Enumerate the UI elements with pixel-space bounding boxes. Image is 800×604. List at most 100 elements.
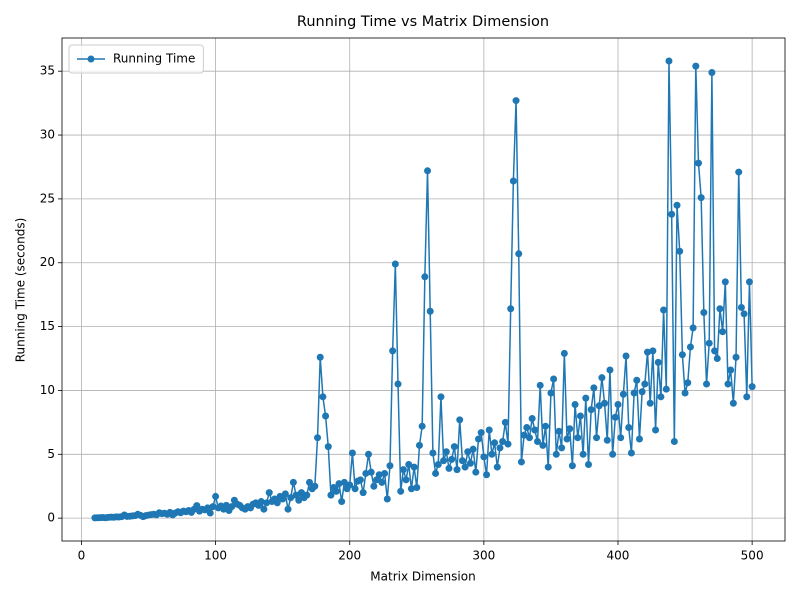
- data-point: [284, 505, 292, 513]
- data-point: [684, 379, 692, 387]
- data-point: [314, 434, 322, 442]
- y-tick-label: 5: [47, 447, 55, 461]
- data-point: [737, 303, 745, 311]
- data-point: [450, 443, 458, 451]
- data-point: [260, 505, 268, 513]
- data-point: [515, 250, 523, 258]
- data-point: [662, 385, 670, 393]
- x-axis-label: Matrix Dimension: [370, 570, 475, 584]
- data-point: [445, 464, 453, 472]
- data-point: [721, 278, 729, 286]
- data-point: [209, 503, 217, 511]
- chart-title: Running Time vs Matrix Dimension: [297, 14, 549, 30]
- data-point: [405, 461, 413, 469]
- data-point: [571, 400, 579, 408]
- data-point: [598, 374, 606, 382]
- data-point: [319, 393, 327, 401]
- data-point: [263, 499, 271, 507]
- data-point: [558, 444, 566, 452]
- legend-box: [68, 44, 204, 74]
- y-tick-label: 0: [47, 511, 55, 525]
- data-point: [686, 343, 694, 351]
- data-point: [322, 412, 330, 420]
- data-point: [649, 347, 657, 355]
- data-point: [212, 492, 220, 500]
- data-point: [418, 422, 426, 430]
- data-point: [552, 450, 560, 458]
- data-point: [542, 422, 550, 430]
- data-point: [547, 389, 555, 397]
- data-point: [708, 68, 716, 76]
- data-point: [402, 476, 410, 484]
- data-point: [383, 495, 391, 503]
- data-point: [560, 349, 568, 357]
- data-point: [713, 355, 721, 363]
- data-point: [483, 471, 491, 479]
- data-point: [434, 461, 442, 469]
- data-point: [365, 450, 373, 458]
- data-point: [362, 469, 370, 477]
- data-point: [660, 306, 668, 314]
- data-point: [499, 438, 507, 446]
- data-point: [727, 366, 735, 374]
- data-point: [732, 353, 740, 361]
- x-tick-label: 500: [741, 549, 764, 563]
- data-point: [646, 399, 654, 407]
- y-tick-label: 10: [40, 383, 55, 397]
- data-point: [424, 167, 432, 175]
- data-point: [745, 278, 753, 286]
- data-point: [429, 449, 437, 457]
- data-point: [644, 348, 652, 356]
- data-point: [426, 307, 434, 315]
- data-point: [520, 431, 528, 439]
- data-point: [316, 353, 324, 361]
- data-point: [574, 434, 582, 442]
- data-point: [381, 469, 389, 477]
- data-point: [391, 260, 399, 268]
- data-point: [735, 168, 743, 176]
- data-point: [703, 380, 711, 388]
- data-point: [504, 440, 512, 448]
- data-point: [346, 481, 354, 489]
- data-point: [509, 177, 517, 185]
- data-point: [606, 366, 614, 374]
- data-point: [410, 463, 418, 471]
- data-point: [305, 478, 313, 486]
- data-point: [625, 423, 633, 431]
- data-point: [496, 444, 504, 452]
- data-point: [729, 399, 737, 407]
- data-point: [641, 380, 649, 388]
- x-tick-label: 200: [338, 549, 361, 563]
- data-point: [638, 388, 646, 396]
- data-point: [622, 352, 630, 360]
- data-point: [287, 494, 295, 502]
- data-point: [657, 393, 665, 401]
- data-point: [576, 412, 584, 420]
- data-point: [311, 482, 319, 490]
- data-point: [488, 450, 496, 458]
- data-point: [228, 503, 236, 511]
- data-point: [619, 390, 627, 398]
- data-point: [654, 358, 662, 366]
- data-point: [456, 416, 464, 424]
- data-point: [593, 434, 601, 442]
- data-point: [415, 441, 423, 449]
- data-point: [716, 305, 724, 313]
- data-point: [493, 463, 501, 471]
- data-point: [389, 347, 397, 355]
- data-point: [289, 478, 297, 486]
- data-point: [453, 466, 461, 474]
- data-point: [523, 423, 531, 431]
- data-point: [442, 448, 450, 456]
- x-tick-label: 300: [472, 549, 495, 563]
- x-tick-label: 400: [607, 549, 630, 563]
- data-point: [582, 394, 590, 402]
- y-axis-label: Running Time (seconds): [14, 218, 28, 363]
- data-point: [378, 478, 386, 486]
- data-point: [466, 459, 474, 467]
- data-point: [627, 449, 635, 457]
- data-point: [711, 347, 719, 355]
- y-tick-label: 30: [40, 128, 55, 142]
- data-point: [676, 247, 684, 255]
- data-point: [464, 448, 472, 456]
